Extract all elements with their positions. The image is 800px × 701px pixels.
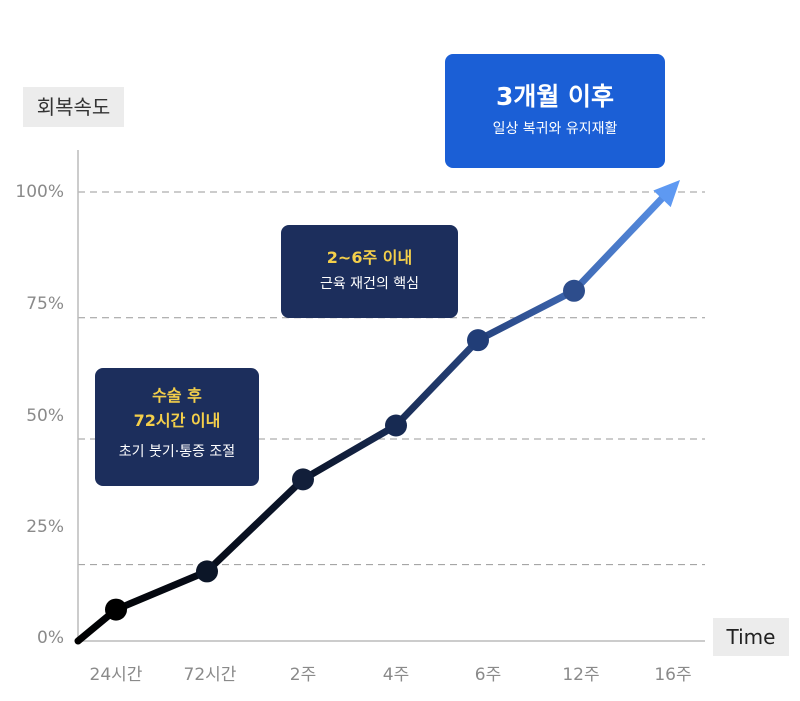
x-tick-label: 16주 [654,665,692,685]
x-tick-label: 12주 [562,665,600,685]
x-tick-label: 4주 [382,665,410,685]
data-point [467,329,489,352]
y-tick-label: 75% [26,294,64,314]
x-axis-title: Time [713,618,789,656]
callout-subtitle: 초기 붓기·통증 조절 [118,444,236,460]
data-point [385,414,407,437]
y-tick-label: 50% [26,406,64,426]
y-tick-label: 25% [26,517,64,537]
callout-title: 3개월 이후 [495,82,615,111]
x-tick-label: 24시간 [89,665,143,685]
x-tick-label: 72시간 [183,665,237,685]
data-point [196,560,218,583]
y-axis-title: 회복속도 [23,87,124,127]
x-tick-label: 2주 [289,665,317,685]
data-point [292,468,314,491]
series-line [74,186,674,645]
arrow-head [653,180,680,208]
callout-3-months: 3개월 이후 일상 복귀와 유지재활 [445,54,665,168]
callout-title: 72시간 이내 [133,411,221,430]
callout-subtitle: 일상 복귀와 유지재활 [492,121,618,137]
data-point [563,279,585,302]
data-point [105,598,127,621]
callout-title: 수술 후 [152,386,202,405]
x-tick-label: 6주 [474,665,502,685]
y-tick-label: 0% [37,628,64,648]
callout-subtitle: 근육 재건의 핵심 [319,276,420,292]
y-tick-label: 100% [15,182,64,202]
callout-72-hours: 수술 후 72시간 이내 초기 붓기·통증 조절 [95,368,259,486]
callout-title: 2~6주 이내 [326,248,413,267]
callout-2-6-weeks: 2~6주 이내 근육 재건의 핵심 [281,225,458,318]
